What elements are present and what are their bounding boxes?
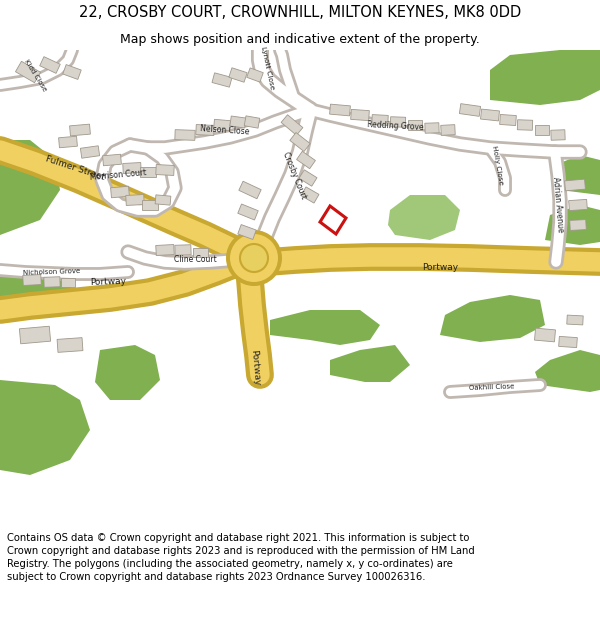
Polygon shape	[391, 117, 406, 128]
Polygon shape	[425, 122, 439, 133]
Polygon shape	[193, 248, 208, 256]
Text: Map shows position and indicative extent of the property.: Map shows position and indicative extent…	[120, 32, 480, 46]
Polygon shape	[123, 162, 141, 174]
Polygon shape	[142, 200, 158, 210]
Polygon shape	[156, 244, 174, 256]
Polygon shape	[555, 155, 600, 195]
Polygon shape	[372, 114, 388, 126]
Polygon shape	[490, 50, 600, 105]
Polygon shape	[238, 204, 258, 220]
Polygon shape	[70, 124, 91, 136]
Text: Portway: Portway	[90, 277, 126, 287]
Polygon shape	[570, 219, 586, 231]
Polygon shape	[103, 154, 121, 166]
Polygon shape	[551, 130, 565, 140]
Polygon shape	[290, 132, 310, 151]
Polygon shape	[301, 187, 319, 203]
Polygon shape	[535, 350, 600, 392]
Polygon shape	[156, 164, 174, 176]
Text: Holly Close: Holly Close	[491, 145, 503, 185]
Text: Portway: Portway	[422, 264, 458, 272]
Polygon shape	[212, 73, 232, 87]
Polygon shape	[281, 115, 303, 135]
Text: Contains OS data © Crown copyright and database right 2021. This information is : Contains OS data © Crown copyright and d…	[7, 533, 475, 582]
Polygon shape	[23, 274, 41, 286]
Text: Lynott Close: Lynott Close	[260, 46, 275, 90]
Circle shape	[226, 230, 282, 286]
Polygon shape	[239, 181, 261, 199]
Polygon shape	[44, 277, 60, 288]
Text: Kidd Close: Kidd Close	[23, 58, 47, 92]
Polygon shape	[296, 151, 316, 169]
Polygon shape	[559, 336, 577, 348]
Text: Nelson Close: Nelson Close	[200, 124, 250, 136]
Polygon shape	[59, 136, 77, 148]
Text: 22, CROSBY COURT, CROWNHILL, MILTON KEYNES, MK8 0DD: 22, CROSBY COURT, CROWNHILL, MILTON KEYN…	[79, 5, 521, 20]
Polygon shape	[535, 328, 556, 342]
Polygon shape	[61, 278, 75, 286]
Polygon shape	[19, 326, 50, 344]
Polygon shape	[95, 345, 160, 400]
Polygon shape	[230, 116, 246, 128]
Polygon shape	[175, 245, 191, 255]
Polygon shape	[535, 125, 549, 135]
Polygon shape	[350, 109, 370, 121]
Polygon shape	[126, 194, 144, 206]
Polygon shape	[0, 380, 90, 475]
Polygon shape	[565, 179, 586, 191]
Polygon shape	[320, 206, 346, 234]
Text: Cline Court: Cline Court	[173, 256, 217, 264]
Polygon shape	[196, 124, 214, 136]
Polygon shape	[569, 199, 587, 211]
Text: Redding Grove: Redding Grove	[367, 120, 424, 132]
Polygon shape	[329, 104, 350, 116]
Polygon shape	[214, 119, 230, 131]
Polygon shape	[330, 345, 410, 382]
Polygon shape	[0, 140, 60, 235]
Polygon shape	[567, 315, 583, 325]
Polygon shape	[270, 310, 380, 345]
Text: Oakhill Close: Oakhill Close	[469, 383, 515, 391]
Polygon shape	[545, 205, 600, 245]
Polygon shape	[481, 109, 499, 121]
Polygon shape	[388, 195, 460, 240]
Polygon shape	[155, 195, 171, 205]
Text: Nicholson Grove: Nicholson Grove	[23, 268, 81, 276]
Polygon shape	[175, 129, 195, 141]
Polygon shape	[460, 104, 481, 116]
Polygon shape	[238, 224, 256, 239]
Polygon shape	[16, 61, 41, 82]
Polygon shape	[299, 170, 317, 186]
Polygon shape	[140, 167, 156, 177]
Polygon shape	[500, 114, 517, 126]
Polygon shape	[57, 338, 83, 352]
Polygon shape	[80, 146, 100, 158]
Circle shape	[230, 234, 278, 282]
Text: Morrison Court: Morrison Court	[89, 168, 147, 182]
Polygon shape	[441, 124, 455, 136]
Polygon shape	[40, 57, 60, 73]
Circle shape	[240, 244, 268, 272]
Text: Fulmer Street: Fulmer Street	[44, 154, 106, 182]
Text: Crosby Court: Crosby Court	[281, 150, 308, 200]
Text: Adrian Avenue: Adrian Avenue	[551, 177, 565, 233]
Polygon shape	[440, 295, 545, 342]
Polygon shape	[244, 116, 260, 128]
Text: Portway: Portway	[249, 349, 261, 386]
Polygon shape	[247, 68, 263, 82]
Polygon shape	[63, 64, 81, 79]
Polygon shape	[110, 186, 130, 198]
Polygon shape	[408, 120, 422, 130]
Polygon shape	[229, 68, 247, 82]
Polygon shape	[517, 120, 533, 130]
Polygon shape	[0, 270, 75, 315]
